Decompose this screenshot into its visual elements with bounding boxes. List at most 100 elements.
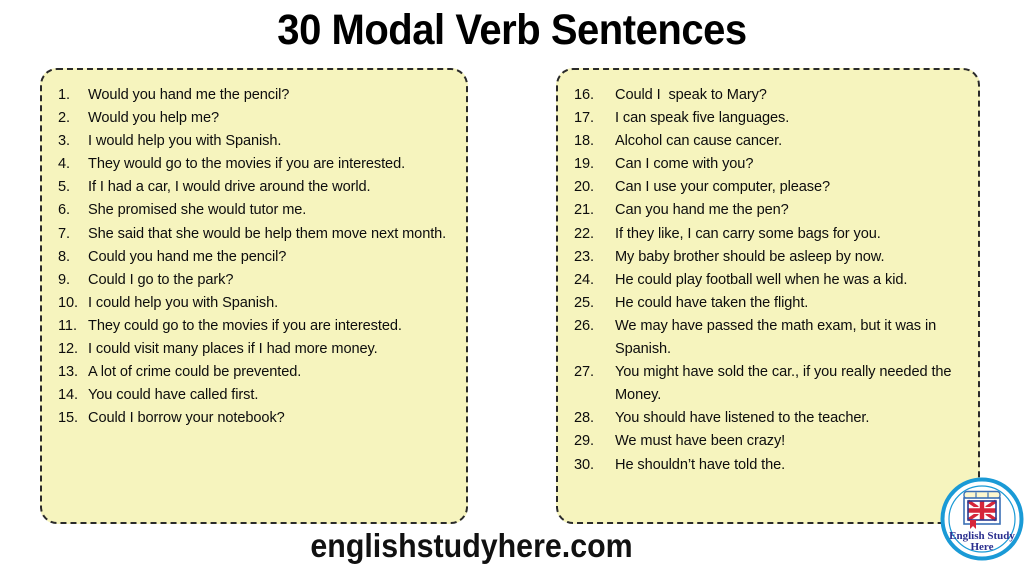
- list-item-text: You should have listened to the teacher.: [615, 410, 870, 427]
- english-study-here-logo: English Study Here: [940, 477, 1024, 561]
- list-item: 8. Could you hand me the pencil?: [58, 246, 456, 269]
- list-item-number: 16.: [574, 87, 594, 103]
- list-item-text: Could I speak to Mary?: [615, 87, 767, 103]
- list-item-text: I would help you with Spanish.: [88, 133, 282, 150]
- list-item: 11. They could go to the movies if you a…: [58, 315, 456, 338]
- list-item: 1. Would you hand me the pencil?: [58, 84, 456, 107]
- right-sentence-box: 16. Could I speak to Mary? 17. I can spe…: [556, 68, 980, 524]
- list-item: 10. I could help you with Spanish.: [58, 292, 456, 315]
- list-item-text: We may have passed the math exam, but it…: [615, 317, 941, 358]
- list-item-text: He could have taken the flight.: [615, 294, 809, 311]
- list-item-number: 27.: [574, 364, 594, 381]
- list-item-number: 5.: [58, 179, 70, 196]
- list-item-text: Can I use your computer, please?: [615, 179, 831, 196]
- list-item-number: 9.: [58, 271, 70, 288]
- list-item-text: Can I come with you?: [615, 156, 754, 173]
- list-item-text: She promised she would tutor me.: [88, 202, 307, 219]
- list-item-text: They could go to the movies if you are i…: [88, 317, 402, 334]
- list-item: 26. We may have passed the math exam, bu…: [574, 315, 968, 361]
- list-item-number: 12.: [58, 341, 78, 358]
- list-item-number: 20.: [574, 179, 594, 196]
- list-item: 9. Could I go to the park?: [58, 269, 456, 292]
- list-item-number: 4.: [58, 156, 70, 173]
- list-item-text: Would you hand me the pencil?: [88, 87, 290, 103]
- page-title: 30 Modal Verb Sentences: [277, 6, 747, 54]
- list-item: 6. She promised she would tutor me.: [58, 199, 456, 222]
- list-item-number: 19.: [574, 156, 594, 173]
- left-sentence-box: 1. Would you hand me the pencil? 2. Woul…: [40, 68, 468, 524]
- list-item: 21. Can you hand me the pen?: [574, 199, 968, 222]
- list-item-number: 21.: [574, 202, 594, 219]
- list-item-number: 10.: [58, 294, 78, 311]
- list-item: 19. Can I come with you?: [574, 153, 968, 176]
- list-item-number: 14.: [58, 387, 78, 404]
- list-item: 2. Would you help me?: [58, 107, 456, 130]
- list-item-number: 2.: [58, 110, 70, 127]
- list-item-number: 25.: [574, 294, 594, 311]
- list-item-text: Could I borrow your notebook?: [88, 410, 285, 427]
- list-item: 17. I can speak five languages.: [574, 107, 968, 130]
- list-item-text: He shouldn’t have told the.: [615, 456, 786, 473]
- logo-inner-ring-icon: [948, 485, 1016, 553]
- list-item: 23. My baby brother should be asleep by …: [574, 246, 968, 269]
- list-item-number: 8.: [58, 248, 70, 265]
- list-item-number: 29.: [574, 433, 594, 450]
- list-item-text: You could have called first.: [88, 387, 259, 404]
- list-item: 14. You could have called first.: [58, 384, 456, 407]
- list-item: 7. She said that she would be help them …: [58, 223, 456, 246]
- list-item: 22. If they like, I can carry some bags …: [574, 223, 968, 246]
- right-sentence-list: 16. Could I speak to Mary? 17. I can spe…: [574, 84, 968, 477]
- list-item: 20. Can I use your computer, please?: [574, 176, 968, 199]
- list-item: 12. I could visit many places if I had m…: [58, 338, 456, 361]
- list-item-text: Would you help me?: [88, 110, 219, 127]
- list-item: 29. We must have been crazy!: [574, 430, 968, 453]
- list-item-text: They would go to the movies if you are i…: [88, 156, 406, 173]
- list-item-number: 26.: [574, 317, 594, 334]
- list-item-text: Could I go to the park?: [88, 271, 234, 288]
- list-item: 4. They would go to the movies if you ar…: [58, 153, 456, 176]
- book-flag-icon: [963, 490, 1001, 529]
- list-item: 3. I would help you with Spanish.: [58, 130, 456, 153]
- logo-line2: Here: [970, 541, 993, 553]
- list-item-text: She said that she would be help them mov…: [88, 225, 447, 242]
- list-item-text: If they like, I can carry some bags for …: [615, 225, 881, 242]
- list-item: 25. He could have taken the flight.: [574, 292, 968, 315]
- list-item-text: Alcohol can cause cancer.: [615, 133, 783, 150]
- list-item-number: 3.: [58, 133, 70, 150]
- left-sentence-list: 1. Would you hand me the pencil? 2. Woul…: [58, 84, 456, 430]
- list-item-text: I could help you with Spanish.: [88, 294, 279, 311]
- list-item-text: My baby brother should be asleep by now.: [615, 248, 885, 265]
- list-item: 24. He could play football well when he …: [574, 269, 968, 292]
- list-item-number: 15.: [58, 410, 78, 427]
- list-item-text: We must have been crazy!: [615, 433, 786, 450]
- list-item-number: 17.: [574, 110, 594, 127]
- list-item: 28. You should have listened to the teac…: [574, 407, 968, 430]
- list-item: 16. Could I speak to Mary?: [574, 84, 968, 107]
- list-item-number: 7.: [58, 225, 70, 242]
- list-item-number: 24.: [574, 271, 594, 288]
- list-item-number: 6.: [58, 202, 70, 219]
- list-item: 18. Alcohol can cause cancer.: [574, 130, 968, 153]
- list-item-text: A lot of crime could be prevented.: [88, 364, 302, 381]
- list-item-number: 22.: [574, 225, 594, 242]
- list-item-number: 18.: [574, 133, 594, 150]
- list-item-text: He could play football well when he was …: [615, 271, 908, 288]
- logo-svg: English Study Here: [940, 477, 1024, 561]
- list-item-number: 1.: [58, 87, 70, 103]
- list-item: 27. You might have sold the car., if you…: [574, 361, 968, 407]
- list-item-text: You might have sold the car., if you rea…: [615, 364, 956, 404]
- list-item-number: 13.: [58, 364, 78, 381]
- list-item-text: I could visit many places if I had more …: [88, 341, 378, 358]
- list-item-number: 28.: [574, 410, 594, 427]
- list-item: 15. Could I borrow your notebook?: [58, 407, 456, 430]
- list-item: 5. If I had a car, I would drive around …: [58, 176, 456, 199]
- list-item: 13. A lot of crime could be prevented.: [58, 361, 456, 384]
- list-item-text: I can speak five languages.: [615, 110, 790, 127]
- footer-website-url: englishstudyhere.com: [310, 527, 633, 564]
- list-item-text: If I had a car, I would drive around the…: [88, 179, 371, 196]
- list-item-text: Could you hand me the pencil?: [88, 248, 287, 265]
- logo-line1: English Study: [949, 530, 1015, 542]
- list-item-text: Can you hand me the pen?: [615, 202, 789, 219]
- list-item: 30. He shouldn’t have told the.: [574, 454, 968, 477]
- list-item-number: 11.: [58, 317, 77, 334]
